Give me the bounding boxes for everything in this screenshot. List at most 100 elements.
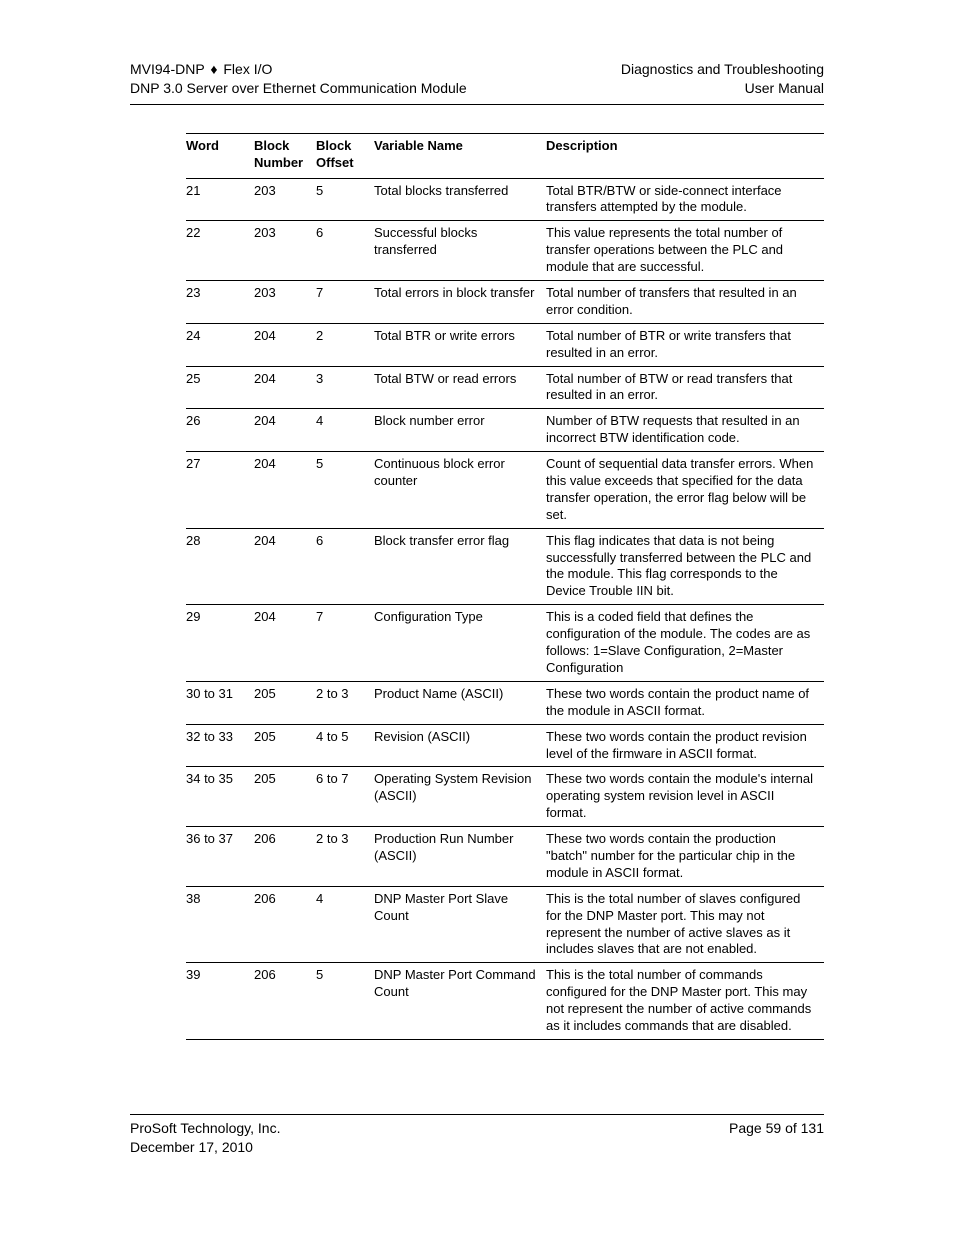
cell-description: This is the total number of slaves confi… xyxy=(546,886,824,963)
table-row: 30 to 312052 to 3Product Name (ASCII)The… xyxy=(186,681,824,724)
table-row: 382064DNP Master Port Slave CountThis is… xyxy=(186,886,824,963)
table-row: 34 to 352056 to 7Operating System Revisi… xyxy=(186,767,824,827)
cell-variable-name: Total blocks transferred xyxy=(374,178,546,221)
table-header-row: Word Block Number Block Offset Variable … xyxy=(186,133,824,178)
cell-word: 34 to 35 xyxy=(186,767,254,827)
col-header-block-number: Block Number xyxy=(254,133,316,178)
col-header-word: Word xyxy=(186,133,254,178)
table-container: Word Block Number Block Offset Variable … xyxy=(130,133,824,1040)
table-row: 292047Configuration TypeThis is a coded … xyxy=(186,605,824,682)
cell-block-offset: 5 xyxy=(316,963,374,1040)
cell-variable-name: Operating System Revision (ASCII) xyxy=(374,767,546,827)
header-right-line2: User Manual xyxy=(621,79,824,98)
cell-word: 26 xyxy=(186,409,254,452)
cell-variable-name: Block number error xyxy=(374,409,546,452)
cell-description: Count of sequential data transfer errors… xyxy=(546,452,824,529)
table-body: 212035Total blocks transferredTotal BTR/… xyxy=(186,178,824,1039)
cell-description: These two words contain the product revi… xyxy=(546,724,824,767)
cell-word: 38 xyxy=(186,886,254,963)
cell-description: Number of BTW requests that resulted in … xyxy=(546,409,824,452)
cell-block-offset: 4 xyxy=(316,886,374,963)
cell-variable-name: DNP Master Port Slave Count xyxy=(374,886,546,963)
footer-left: ProSoft Technology, Inc. December 17, 20… xyxy=(130,1119,280,1157)
footer-page-number: Page 59 of 131 xyxy=(729,1119,824,1138)
cell-block-offset: 7 xyxy=(316,281,374,324)
table-row: 36 to 372062 to 3Production Run Number (… xyxy=(186,827,824,887)
cell-word: 25 xyxy=(186,366,254,409)
cell-block-number: 205 xyxy=(254,681,316,724)
cell-block-offset: 7 xyxy=(316,605,374,682)
page-header: MVI94-DNP ♦ Flex I/O DNP 3.0 Server over… xyxy=(130,60,824,105)
cell-word: 32 to 33 xyxy=(186,724,254,767)
cell-block-offset: 3 xyxy=(316,366,374,409)
cell-word: 22 xyxy=(186,221,254,281)
header-left-line2: DNP 3.0 Server over Ethernet Communicati… xyxy=(130,79,467,98)
cell-description: Total number of BTR or write transfers t… xyxy=(546,323,824,366)
page: MVI94-DNP ♦ Flex I/O DNP 3.0 Server over… xyxy=(0,0,954,1235)
col-header-variable-name: Variable Name xyxy=(374,133,546,178)
product-name: MVI94-DNP xyxy=(130,61,204,77)
cell-variable-name: Revision (ASCII) xyxy=(374,724,546,767)
cell-block-offset: 4 xyxy=(316,409,374,452)
table-row: 272045Continuous block error counterCoun… xyxy=(186,452,824,529)
page-footer: ProSoft Technology, Inc. December 17, 20… xyxy=(130,1114,824,1157)
table-row: 282046Block transfer error flagThis flag… xyxy=(186,528,824,605)
table-row: 232037Total errors in block transferTota… xyxy=(186,281,824,324)
cell-word: 27 xyxy=(186,452,254,529)
cell-description: These two words contain the module's int… xyxy=(546,767,824,827)
cell-variable-name: Total errors in block transfer xyxy=(374,281,546,324)
cell-description: Total number of transfers that resulted … xyxy=(546,281,824,324)
cell-variable-name: Block transfer error flag xyxy=(374,528,546,605)
cell-word: 28 xyxy=(186,528,254,605)
table-row: 242042Total BTR or write errorsTotal num… xyxy=(186,323,824,366)
cell-word: 29 xyxy=(186,605,254,682)
cell-variable-name: Configuration Type xyxy=(374,605,546,682)
cell-word: 21 xyxy=(186,178,254,221)
cell-description: These two words contain the product name… xyxy=(546,681,824,724)
cell-word: 24 xyxy=(186,323,254,366)
data-table: Word Block Number Block Offset Variable … xyxy=(186,133,824,1040)
cell-block-number: 205 xyxy=(254,724,316,767)
cell-variable-name: Continuous block error counter xyxy=(374,452,546,529)
col-header-block-number-l1: Block xyxy=(254,138,289,153)
footer-company: ProSoft Technology, Inc. xyxy=(130,1119,280,1138)
cell-block-offset: 6 xyxy=(316,528,374,605)
col-header-block-offset-l2: Offset xyxy=(316,155,354,170)
footer-date: December 17, 2010 xyxy=(130,1138,280,1157)
cell-block-number: 204 xyxy=(254,528,316,605)
table-row: 222036Successful blocks transferredThis … xyxy=(186,221,824,281)
col-header-description: Description xyxy=(546,133,824,178)
cell-description: This is a coded field that defines the c… xyxy=(546,605,824,682)
cell-word: 23 xyxy=(186,281,254,324)
cell-block-number: 204 xyxy=(254,452,316,529)
cell-block-offset: 5 xyxy=(316,452,374,529)
header-left-line1: MVI94-DNP ♦ Flex I/O xyxy=(130,60,467,79)
cell-word: 39 xyxy=(186,963,254,1040)
cell-block-number: 204 xyxy=(254,409,316,452)
cell-block-number: 203 xyxy=(254,221,316,281)
cell-variable-name: Production Run Number (ASCII) xyxy=(374,827,546,887)
cell-word: 36 to 37 xyxy=(186,827,254,887)
col-header-block-offset: Block Offset xyxy=(316,133,374,178)
cell-description: This flag indicates that data is not bei… xyxy=(546,528,824,605)
table-row: 32 to 332054 to 5Revision (ASCII)These t… xyxy=(186,724,824,767)
cell-variable-name: Successful blocks transferred xyxy=(374,221,546,281)
cell-description: Total BTR/BTW or side-connect interface … xyxy=(546,178,824,221)
table-row: 392065DNP Master Port Command CountThis … xyxy=(186,963,824,1040)
cell-block-offset: 5 xyxy=(316,178,374,221)
cell-description: These two words contain the production "… xyxy=(546,827,824,887)
cell-block-number: 204 xyxy=(254,366,316,409)
cell-block-offset: 2 to 3 xyxy=(316,681,374,724)
cell-block-offset: 6 to 7 xyxy=(316,767,374,827)
cell-description: Total number of BTW or read transfers th… xyxy=(546,366,824,409)
cell-block-number: 206 xyxy=(254,886,316,963)
cell-block-offset: 4 to 5 xyxy=(316,724,374,767)
cell-block-number: 204 xyxy=(254,323,316,366)
cell-block-number: 204 xyxy=(254,605,316,682)
table-row: 252043Total BTW or read errorsTotal numb… xyxy=(186,366,824,409)
cell-block-offset: 2 xyxy=(316,323,374,366)
diamond-icon: ♦ xyxy=(208,60,219,79)
cell-word: 30 to 31 xyxy=(186,681,254,724)
cell-block-number: 206 xyxy=(254,827,316,887)
cell-variable-name: DNP Master Port Command Count xyxy=(374,963,546,1040)
